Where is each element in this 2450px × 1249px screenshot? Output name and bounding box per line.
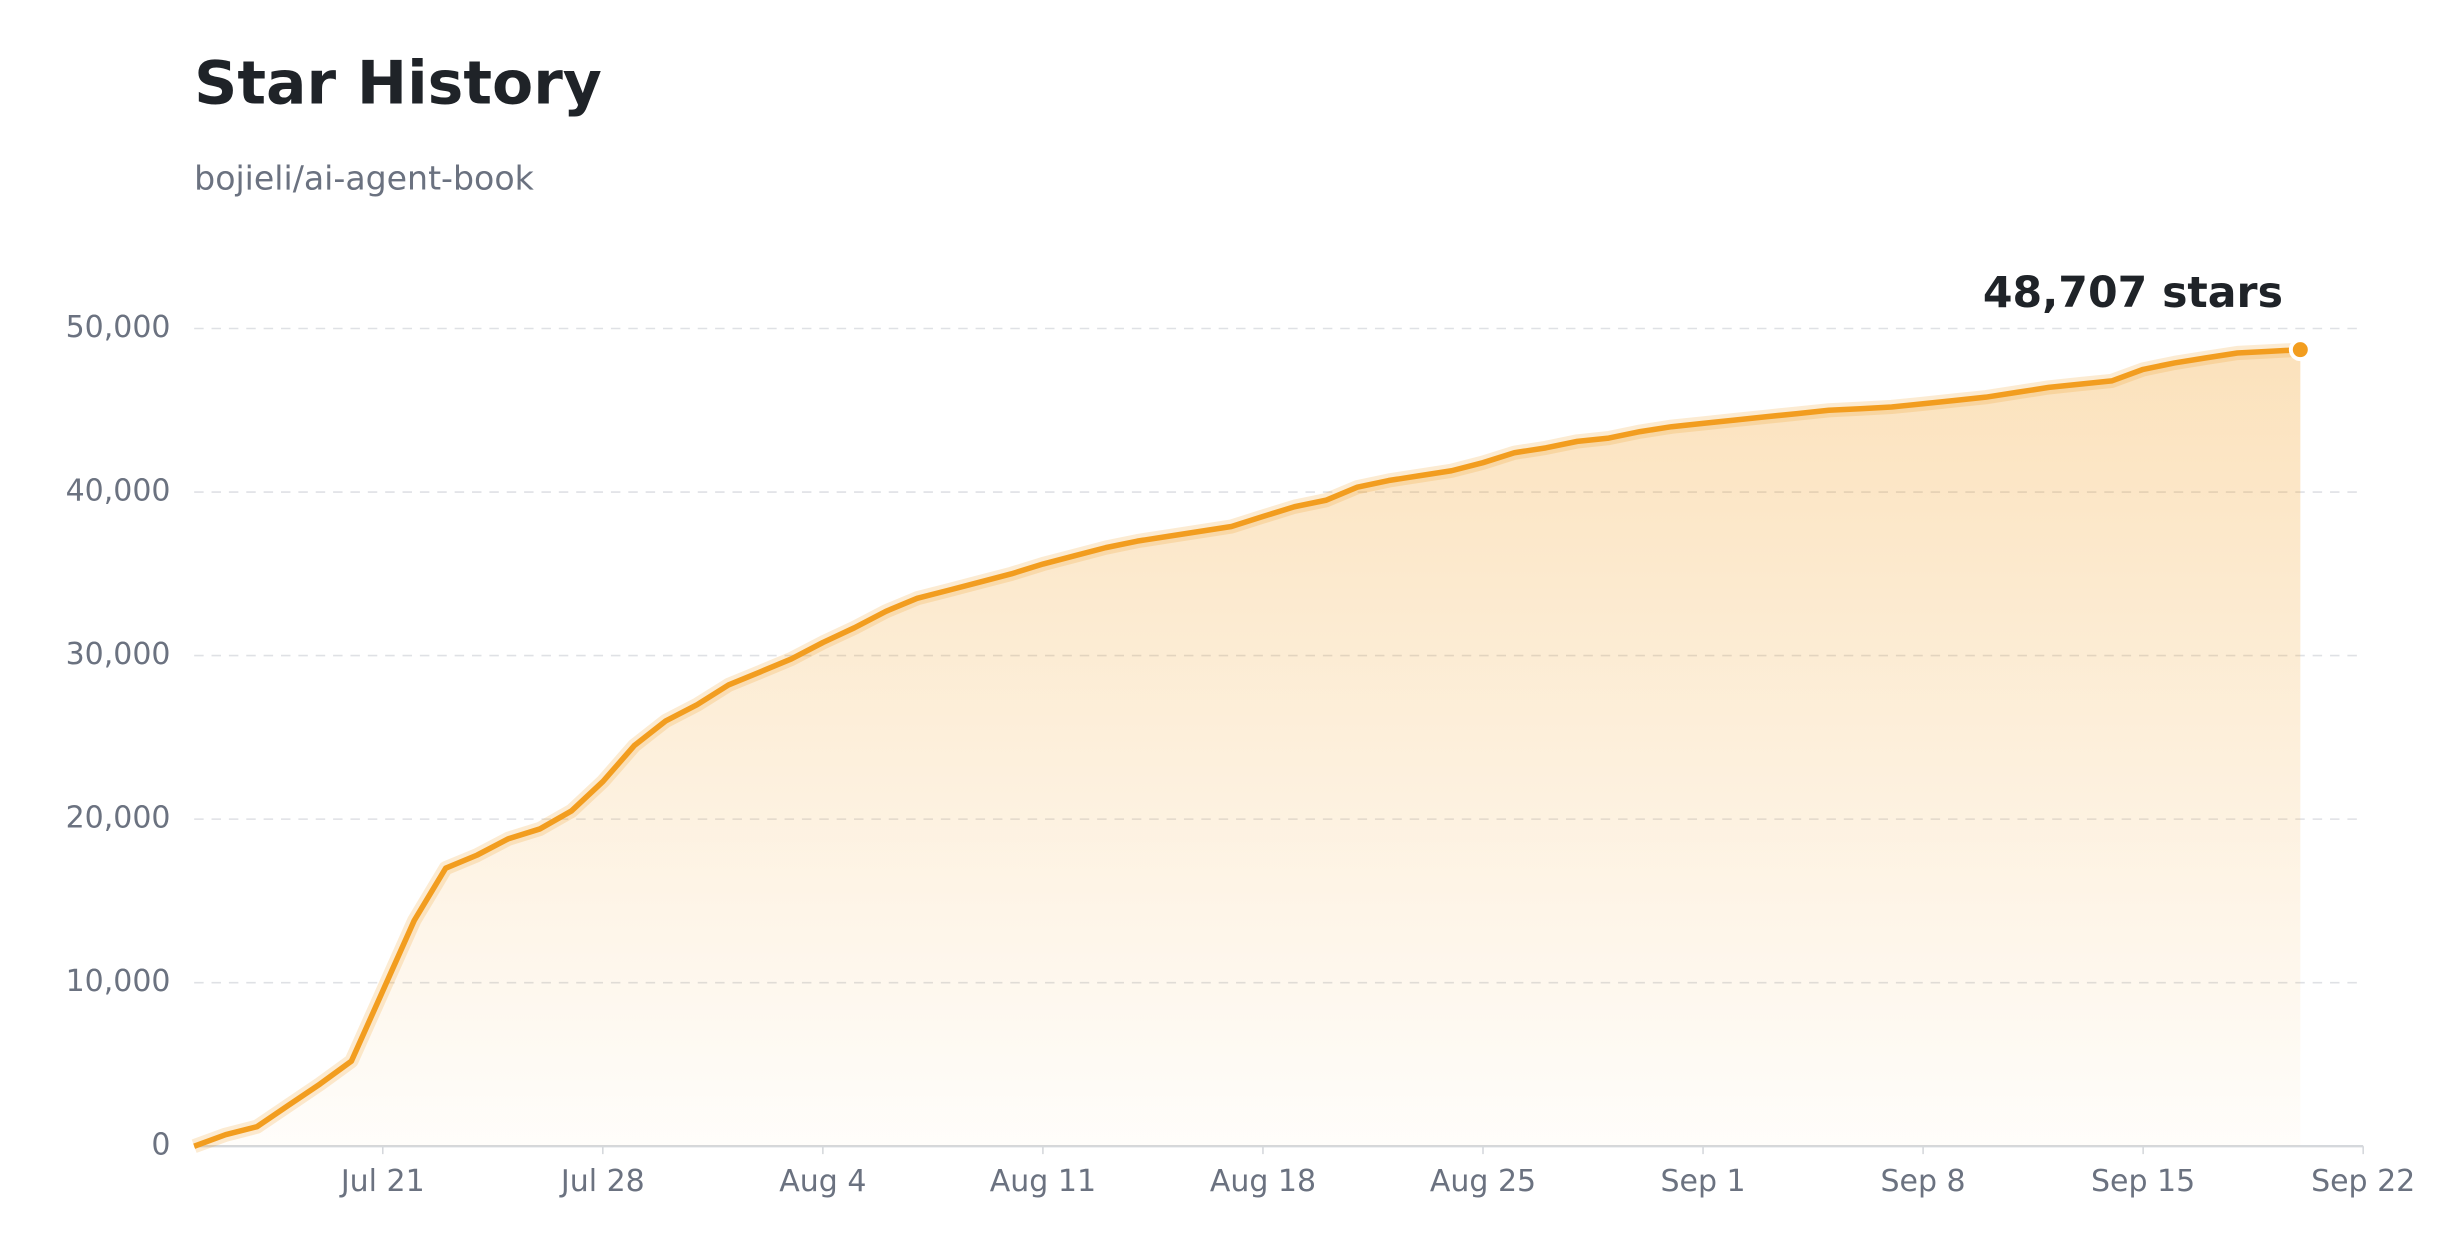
area bbox=[194, 349, 2301, 1147]
x-tick-label: Aug 18 bbox=[1210, 1164, 1316, 1199]
x-tick-label: Sep 1 bbox=[1660, 1164, 1745, 1199]
y-tick-label: 20,000 bbox=[66, 801, 171, 836]
end-point bbox=[2288, 338, 2312, 362]
x-tick-label: Sep 15 bbox=[2091, 1164, 2195, 1199]
x-tick-label: Jul 21 bbox=[339, 1164, 425, 1199]
line bbox=[193, 346, 2301, 1149]
annotation: 48,707 stars bbox=[1983, 268, 2283, 318]
x-tick-label: Sep 8 bbox=[1881, 1164, 1966, 1199]
y-tick-label: 0 bbox=[151, 1128, 170, 1163]
x-tick-label: Sep 22 bbox=[2311, 1164, 2415, 1199]
x-tick-label: Aug 25 bbox=[1430, 1164, 1536, 1199]
chart-title: Star History bbox=[194, 49, 602, 119]
x-tick-label: Jul 28 bbox=[559, 1164, 645, 1199]
x-tick-label: Aug 4 bbox=[779, 1164, 866, 1199]
y-tick-label: 10,000 bbox=[66, 964, 171, 999]
y-tick-label: 50,000 bbox=[66, 310, 171, 345]
y-tick-label: 30,000 bbox=[66, 637, 171, 672]
x-tick-label: Aug 11 bbox=[990, 1164, 1096, 1199]
chart-subtitle: bojieli/ai-agent-book bbox=[194, 159, 534, 198]
y-tick-label: 40,000 bbox=[66, 474, 171, 509]
